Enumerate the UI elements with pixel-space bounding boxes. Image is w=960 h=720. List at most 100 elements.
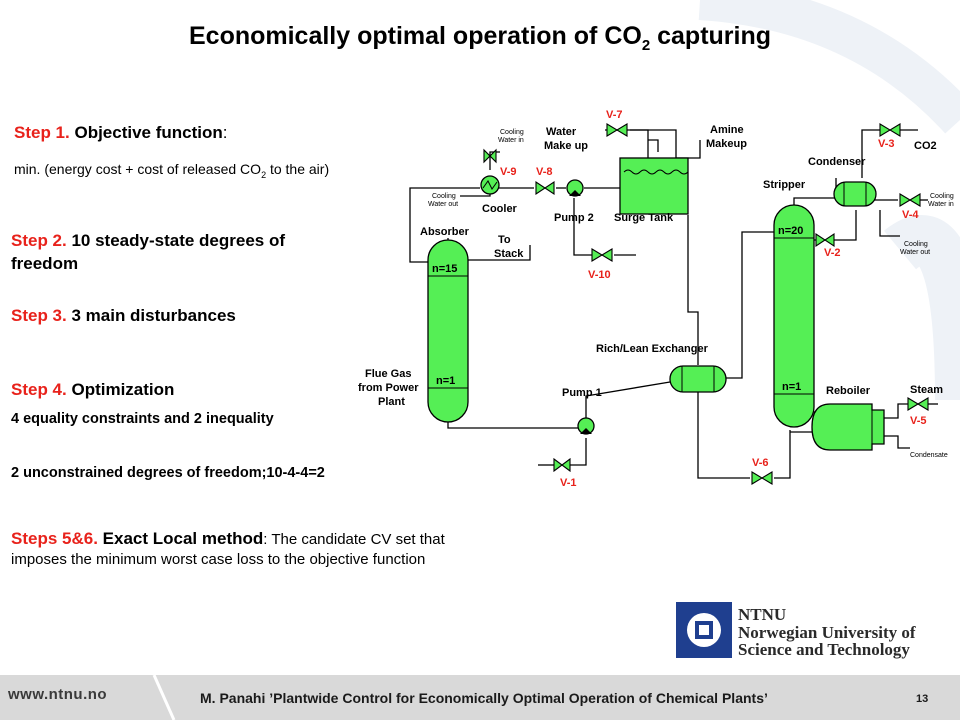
rich-lean-exchanger [669,365,727,393]
valve-v6 [751,471,773,485]
cooling-out-label-1b: Water out [428,201,458,208]
co2-label: CO2 [914,140,937,152]
step56-detail: imposes the minimum worst case loss to t… [11,551,426,568]
valve-v3-label: V-3 [878,138,895,150]
flue-gas-label-3: Plant [378,396,405,408]
footer-citation: M. Panahi ’Plantwide Control for Economi… [200,690,768,706]
valve-v10-label: V-10 [588,269,611,281]
valve-v2-label: V-2 [824,247,841,259]
footer-url-link[interactable]: www.ntnu.no [8,686,108,703]
flue-gas-label-2: from Power [358,382,419,394]
condensate-line [878,435,910,449]
to-stack-line [466,245,531,261]
valve-v9-label: V-9 [500,166,517,178]
valve-v5-label: V-5 [910,415,927,427]
step2-heading-cont: freedom [11,254,79,273]
valve-v7-label: V-7 [606,109,623,121]
reboiler-label: Reboiler [826,385,871,397]
background-arc-top [698,0,960,134]
valve-v4 [899,193,921,207]
to-stack-label-2: Stack [494,248,524,260]
pump2-base [569,190,581,196]
pump1-base [580,428,592,434]
absorber-bottom-line [447,420,578,429]
v6-to-stripper-line [774,430,791,479]
valve-v2 [815,232,835,248]
flue-gas-label-1: Flue Gas [365,368,411,380]
steam-label: Steam [910,384,943,396]
condenser-label: Condenser [808,156,866,168]
absorber-bottom-label: n=1 [436,375,455,387]
footer-bar [0,675,960,720]
valve-v7 [606,123,628,137]
condensate-label: Condensate [910,452,948,459]
footer-divider-line [152,675,176,720]
ntnu-logo-mark [676,602,732,658]
amine-makeup-label-1: Amine [710,124,744,136]
cooling-in-label-1a: Cooling [500,129,524,136]
stripper-bottom-label: n=1 [782,381,801,393]
cooling-in-label-2a: Cooling [930,193,954,200]
v10-branch-line [573,198,592,256]
steam-line [878,403,908,419]
reboiler [811,403,885,451]
step4-detail: 4 equality constraints and 2 inequality [11,411,274,427]
valve-v10 [591,248,613,262]
exchanger-to-v6-line [697,392,750,479]
cooler-label: Cooler [482,203,518,215]
footer-divider [152,675,176,720]
process-lines [409,129,938,479]
valve-v9 [483,148,497,164]
cooling-out-label-2a: Cooling [904,241,928,248]
amine-makeup-label-2: Makeup [706,138,747,150]
background-arc-right [884,215,960,401]
ntnu-logo-line1: NTNU [738,605,787,624]
step1-detail: min. (energy cost + cost of released CO2… [14,161,330,180]
valve-v5 [907,397,929,411]
to-stack-label-1: To [498,234,511,246]
absorber-column [427,239,469,423]
valve-v8-label: V-8 [536,166,553,178]
makeup-header-line [630,129,701,159]
valve-v1 [553,457,571,473]
v1-line [570,438,587,466]
step56-heading: Steps 5&6. Exact Local method: The candi… [11,529,445,548]
cooling-in-line [489,151,500,170]
step4-heading: Step 4. Optimization [11,380,175,399]
condenser-cooling-out-line [879,210,900,237]
cooling-out-label-2b: Water out [900,249,930,256]
exchanger-to-stripper-line [724,231,782,379]
cooling-out-label-1a: Cooling [432,193,456,200]
valves [483,123,929,485]
amine-makeup-line [648,139,659,152]
pump1-to-exchanger-line [585,381,671,418]
valve-v1-label: V-1 [560,477,577,489]
step2-heading: Step 2. 10 steady-state degrees of [11,231,286,250]
pump1-label: Pump 1 [562,387,602,399]
surge-tank-label: Surge Tank [614,212,674,224]
slide-title: Economically optimal operation of CO2 ca… [188,22,772,54]
valve-v4-label: V-4 [902,209,919,221]
ntnu-logo-line2: Norwegian University of [738,623,916,642]
valve-v8 [535,180,555,196]
step4-detail-2: 2 unconstrained degrees of freedom;10-4-… [11,465,325,481]
stripper-top-label: n=20 [778,225,803,237]
stripper-label: Stripper [763,179,806,191]
condenser [833,181,877,207]
valve-v6-label: V-6 [752,457,769,469]
water-makeup-label-2: Make up [544,140,588,152]
ntnu-logo-line3: Science and Technology [738,640,910,659]
ntnu-logo-core [699,625,709,635]
cooling-in-label-2b: Water in [928,201,954,208]
surge-tank [619,157,689,215]
absorber-top-label: n=15 [432,263,457,275]
exchanger-label: Rich/Lean Exchanger [596,343,709,355]
step1-heading: Step 1. Objective function: [14,123,228,142]
stripper-column [773,204,815,428]
cooling-in-label-1b: Water in [498,137,524,144]
valve-v3 [879,123,901,137]
absorber-label: Absorber [420,226,470,238]
water-makeup-label-1: Water [546,126,577,138]
